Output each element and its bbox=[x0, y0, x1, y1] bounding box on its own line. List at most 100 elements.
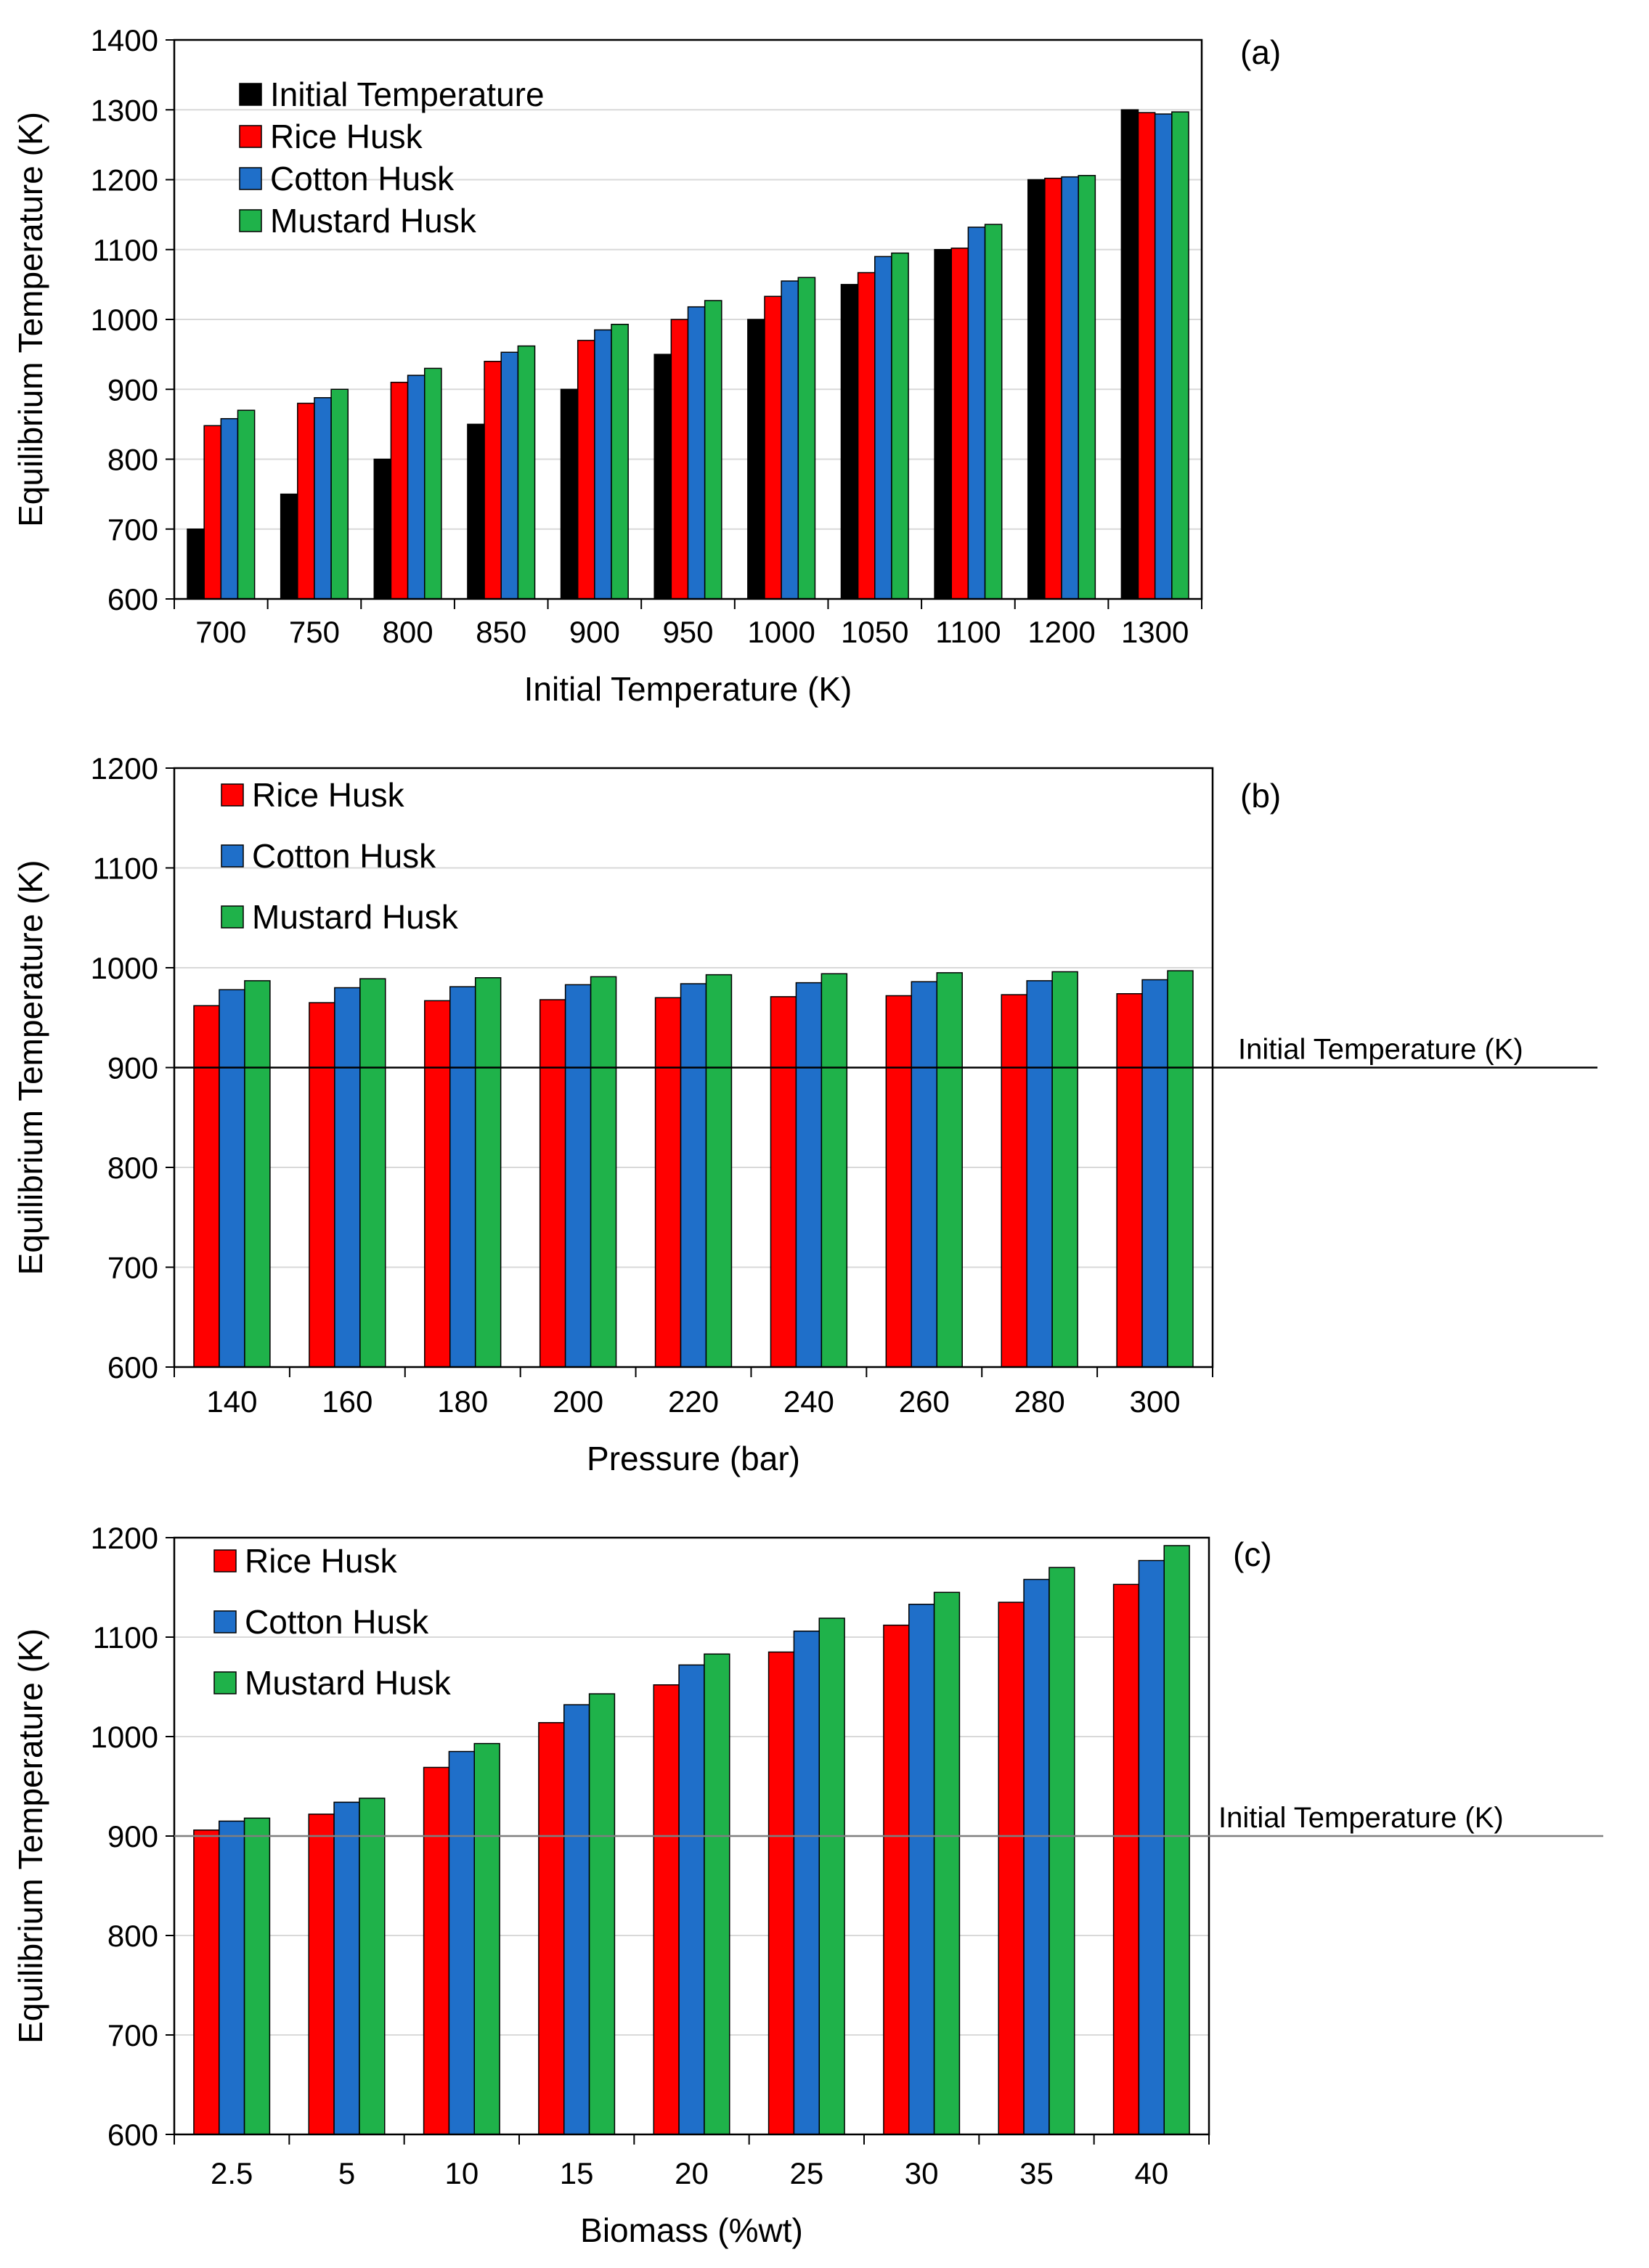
y-tick-label: 1200 bbox=[91, 751, 158, 786]
bar-rice-husk-140 bbox=[193, 1005, 220, 1368]
bar-mustard-husk-950 bbox=[704, 300, 722, 600]
x-tick-label: 260 bbox=[899, 1384, 950, 1419]
bar-cotton-husk-800 bbox=[407, 375, 426, 600]
x-tick-label: 40 bbox=[1134, 2156, 1168, 2190]
y-tick-label: 1100 bbox=[93, 233, 158, 267]
legend-label-cotton-husk: Cotton Husk bbox=[245, 1603, 429, 1641]
bar-rice-husk-260 bbox=[885, 995, 913, 1368]
bar-rice-husk-1200 bbox=[1044, 177, 1062, 600]
x-tick-label: 2.5 bbox=[211, 2156, 253, 2190]
bar-initial-temperature-1050 bbox=[840, 284, 859, 600]
legend-swatch-rice-husk bbox=[239, 125, 262, 148]
bar-initial-temperature-1100 bbox=[934, 249, 953, 600]
y-tick-label: 800 bbox=[107, 443, 158, 477]
bar-cotton-husk-850 bbox=[500, 351, 519, 600]
bar-mustard-husk-15 bbox=[588, 1693, 616, 2135]
bar-cotton-husk-1000 bbox=[781, 280, 799, 600]
x-tick-label: 1000 bbox=[747, 615, 815, 649]
x-tick-label: 850 bbox=[476, 615, 526, 649]
bar-mustard-husk-2-5 bbox=[243, 1817, 271, 2135]
bar-rice-husk-180 bbox=[424, 1000, 451, 1368]
legend-label-rice-husk: Rice Husk bbox=[270, 118, 423, 155]
bar-cotton-husk-140 bbox=[219, 989, 245, 1368]
legend-swatch-initial-temperature bbox=[239, 83, 262, 106]
bar-mustard-husk-900 bbox=[611, 323, 629, 600]
y-tick-label: 900 bbox=[107, 1819, 158, 1853]
bar-cotton-husk-750 bbox=[314, 397, 332, 600]
bar-mustard-husk-5 bbox=[359, 1798, 386, 2135]
y-tick-label: 600 bbox=[107, 2118, 158, 2152]
bar-initial-temperature-950 bbox=[654, 354, 672, 600]
y-tick-label: 700 bbox=[107, 513, 158, 547]
x-axis-title: Pressure (bar) bbox=[587, 1440, 800, 1477]
y-tick-label: 700 bbox=[107, 1251, 158, 1285]
bar-rice-husk-1300 bbox=[1137, 112, 1156, 600]
panel-label: (a) bbox=[1240, 33, 1281, 71]
x-tick-label: 15 bbox=[560, 2156, 594, 2190]
bar-initial-temperature-900 bbox=[560, 388, 579, 600]
x-tick-label: 220 bbox=[668, 1384, 719, 1419]
bar-mustard-husk-1200 bbox=[1078, 174, 1096, 600]
bar-mustard-husk-800 bbox=[423, 367, 442, 600]
x-tick-label: 160 bbox=[322, 1384, 372, 1419]
bar-rice-husk-1050 bbox=[857, 272, 876, 600]
bar-mustard-husk-1300 bbox=[1171, 111, 1189, 600]
y-tick-label: 1200 bbox=[91, 1521, 158, 1555]
bar-rice-husk-800 bbox=[390, 381, 409, 600]
bar-mustard-husk-1100 bbox=[984, 224, 1003, 600]
y-tick-label: 1000 bbox=[91, 1720, 158, 1754]
bar-cotton-husk-25 bbox=[793, 1631, 820, 2135]
bar-cotton-husk-1100 bbox=[967, 227, 986, 600]
bar-mustard-husk-180 bbox=[474, 977, 502, 1368]
bar-rice-husk-5 bbox=[308, 1814, 335, 2135]
x-tick-label: 800 bbox=[383, 615, 433, 649]
bar-rice-husk-750 bbox=[297, 402, 315, 600]
bar-cotton-husk-200 bbox=[564, 984, 592, 1368]
bar-cotton-husk-180 bbox=[449, 986, 476, 1368]
bar-cotton-husk-1200 bbox=[1061, 176, 1079, 600]
legend-label-mustard-husk: Mustard Husk bbox=[245, 1664, 452, 1702]
bar-mustard-husk-35 bbox=[1049, 1567, 1075, 2135]
bar-rice-husk-200 bbox=[539, 999, 566, 1368]
bar-cotton-husk-2-5 bbox=[219, 1820, 245, 2135]
bar-mustard-husk-1050 bbox=[891, 252, 909, 600]
x-tick-label: 1100 bbox=[935, 615, 1001, 649]
bar-mustard-husk-200 bbox=[590, 976, 617, 1368]
y-tick-label: 600 bbox=[107, 1350, 158, 1384]
bar-rice-husk-280 bbox=[1001, 994, 1027, 1368]
y-tick-label: 1300 bbox=[91, 93, 158, 127]
x-tick-label: 1050 bbox=[841, 615, 908, 649]
bar-initial-temperature-850 bbox=[467, 423, 485, 600]
legend-label-rice-husk: Rice Husk bbox=[245, 1542, 398, 1580]
x-tick-label: 35 bbox=[1019, 2156, 1054, 2190]
bar-initial-temperature-800 bbox=[373, 458, 392, 600]
legend-label-mustard-husk: Mustard Husk bbox=[270, 202, 477, 240]
bar-initial-temperature-750 bbox=[280, 493, 298, 600]
bar-rice-husk-25 bbox=[768, 1651, 795, 2135]
bar-initial-temperature-700 bbox=[187, 529, 205, 600]
bar-rice-husk-30 bbox=[883, 1624, 910, 2135]
bar-cotton-husk-260 bbox=[911, 981, 938, 1368]
chart-panel-c: 600 700 800 900 1000 1100 1200 2.5 5 10 15 20 25 30 35… bbox=[12, 1521, 1603, 2249]
bar-cotton-husk-280 bbox=[1026, 980, 1053, 1368]
legend-label-initial-temperature: Initial Temperature bbox=[270, 76, 545, 113]
bar-cotton-husk-240 bbox=[795, 982, 823, 1368]
bar-cotton-husk-40 bbox=[1138, 1559, 1165, 2135]
bar-rice-husk-220 bbox=[654, 997, 682, 1368]
y-axis-title: Equilibrium Temperature (K) bbox=[12, 860, 49, 1276]
legend-swatch-mustard-husk bbox=[213, 1671, 237, 1694]
panel-label: (b) bbox=[1240, 777, 1281, 815]
bar-mustard-husk-40 bbox=[1163, 1545, 1190, 2135]
legend-swatch-mustard-husk bbox=[221, 905, 244, 929]
y-tick-label: 700 bbox=[107, 2018, 158, 2052]
bar-mustard-husk-700 bbox=[237, 409, 256, 600]
y-tick-label: 1100 bbox=[93, 852, 158, 886]
legend-swatch-rice-husk bbox=[213, 1549, 237, 1572]
legend-swatch-mustard-husk bbox=[239, 209, 262, 232]
bar-initial-temperature-1000 bbox=[747, 319, 765, 600]
bar-rice-husk-1100 bbox=[950, 248, 969, 600]
bar-initial-temperature-1200 bbox=[1027, 179, 1046, 600]
x-tick-label: 750 bbox=[289, 615, 340, 649]
y-tick-label: 900 bbox=[107, 372, 158, 407]
